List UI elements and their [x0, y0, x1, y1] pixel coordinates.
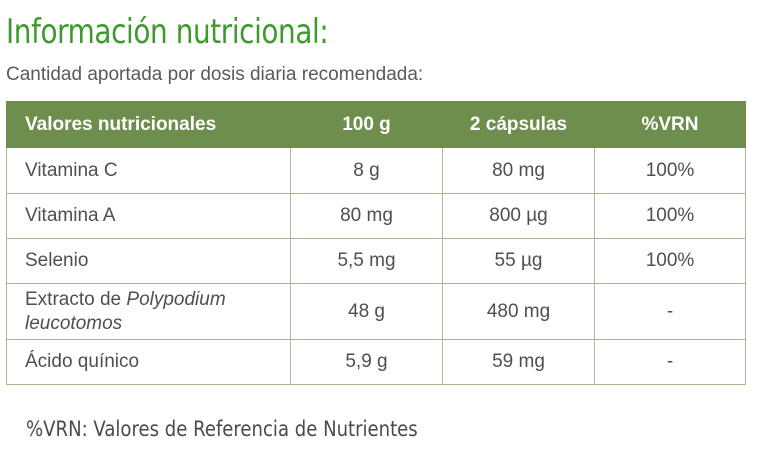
table-row: Vitamina A 80 mg 800 µg 100%	[6, 193, 746, 239]
header-nutritional-values: Valores nutricionales	[6, 101, 291, 148]
value-2-capsules: 59 mg	[442, 339, 595, 385]
header-100g: 100 g	[290, 101, 443, 148]
nutrient-name: Selenio	[6, 238, 291, 284]
nutrient-name: Extracto de Polypodium leucotomos	[6, 283, 291, 340]
nutrient-name: Vitamina A	[6, 193, 291, 239]
value-vrn: 100%	[594, 147, 746, 194]
value-vrn: 100%	[594, 193, 746, 239]
value-vrn: -	[594, 339, 746, 385]
value-100g: 8 g	[290, 147, 443, 194]
table-row: Selenio 5,5 mg 55 µg 100%	[6, 238, 746, 284]
nutrition-table: Valores nutricionales 100 g 2 cápsulas %…	[6, 101, 746, 385]
value-100g: 5,5 mg	[290, 238, 443, 284]
value-vrn: 100%	[594, 238, 746, 284]
header-vrn: %VRN	[594, 101, 746, 148]
page-title: Información nutricional:	[6, 12, 329, 52]
nutrient-name-italic: Polypodium	[126, 288, 226, 310]
value-vrn: -	[594, 283, 746, 340]
table-row: Extracto de Polypodium leucotomos 48 g 48…	[6, 283, 746, 340]
page-subtitle: Cantidad aportada por dosis diaria recom…	[6, 64, 424, 85]
value-2-capsules: 800 µg	[442, 193, 595, 239]
value-2-capsules: 480 mg	[442, 283, 595, 340]
table-row: Ácido quínico 5,9 g 59 mg -	[6, 339, 746, 385]
nutrient-name-prefix: Extracto de	[25, 288, 127, 310]
value-100g: 48 g	[290, 283, 443, 340]
nutrient-name-italic: leucotomos	[25, 312, 123, 334]
nutrient-name: Ácido quínico	[6, 339, 291, 385]
nutrient-name: Vitamina C	[6, 147, 291, 194]
value-100g: 80 mg	[290, 193, 443, 239]
table-row: Vitamina C 8 g 80 mg 100%	[6, 147, 746, 194]
value-2-capsules: 80 mg	[442, 147, 595, 194]
value-100g: 5,9 g	[290, 339, 443, 385]
header-2-capsules: 2 cápsulas	[442, 101, 595, 148]
value-2-capsules: 55 µg	[442, 238, 595, 284]
footnote: %VRN: Valores de Referencia de Nutriente…	[26, 417, 418, 441]
table-header-row: Valores nutricionales 100 g 2 cápsulas %…	[6, 101, 746, 148]
